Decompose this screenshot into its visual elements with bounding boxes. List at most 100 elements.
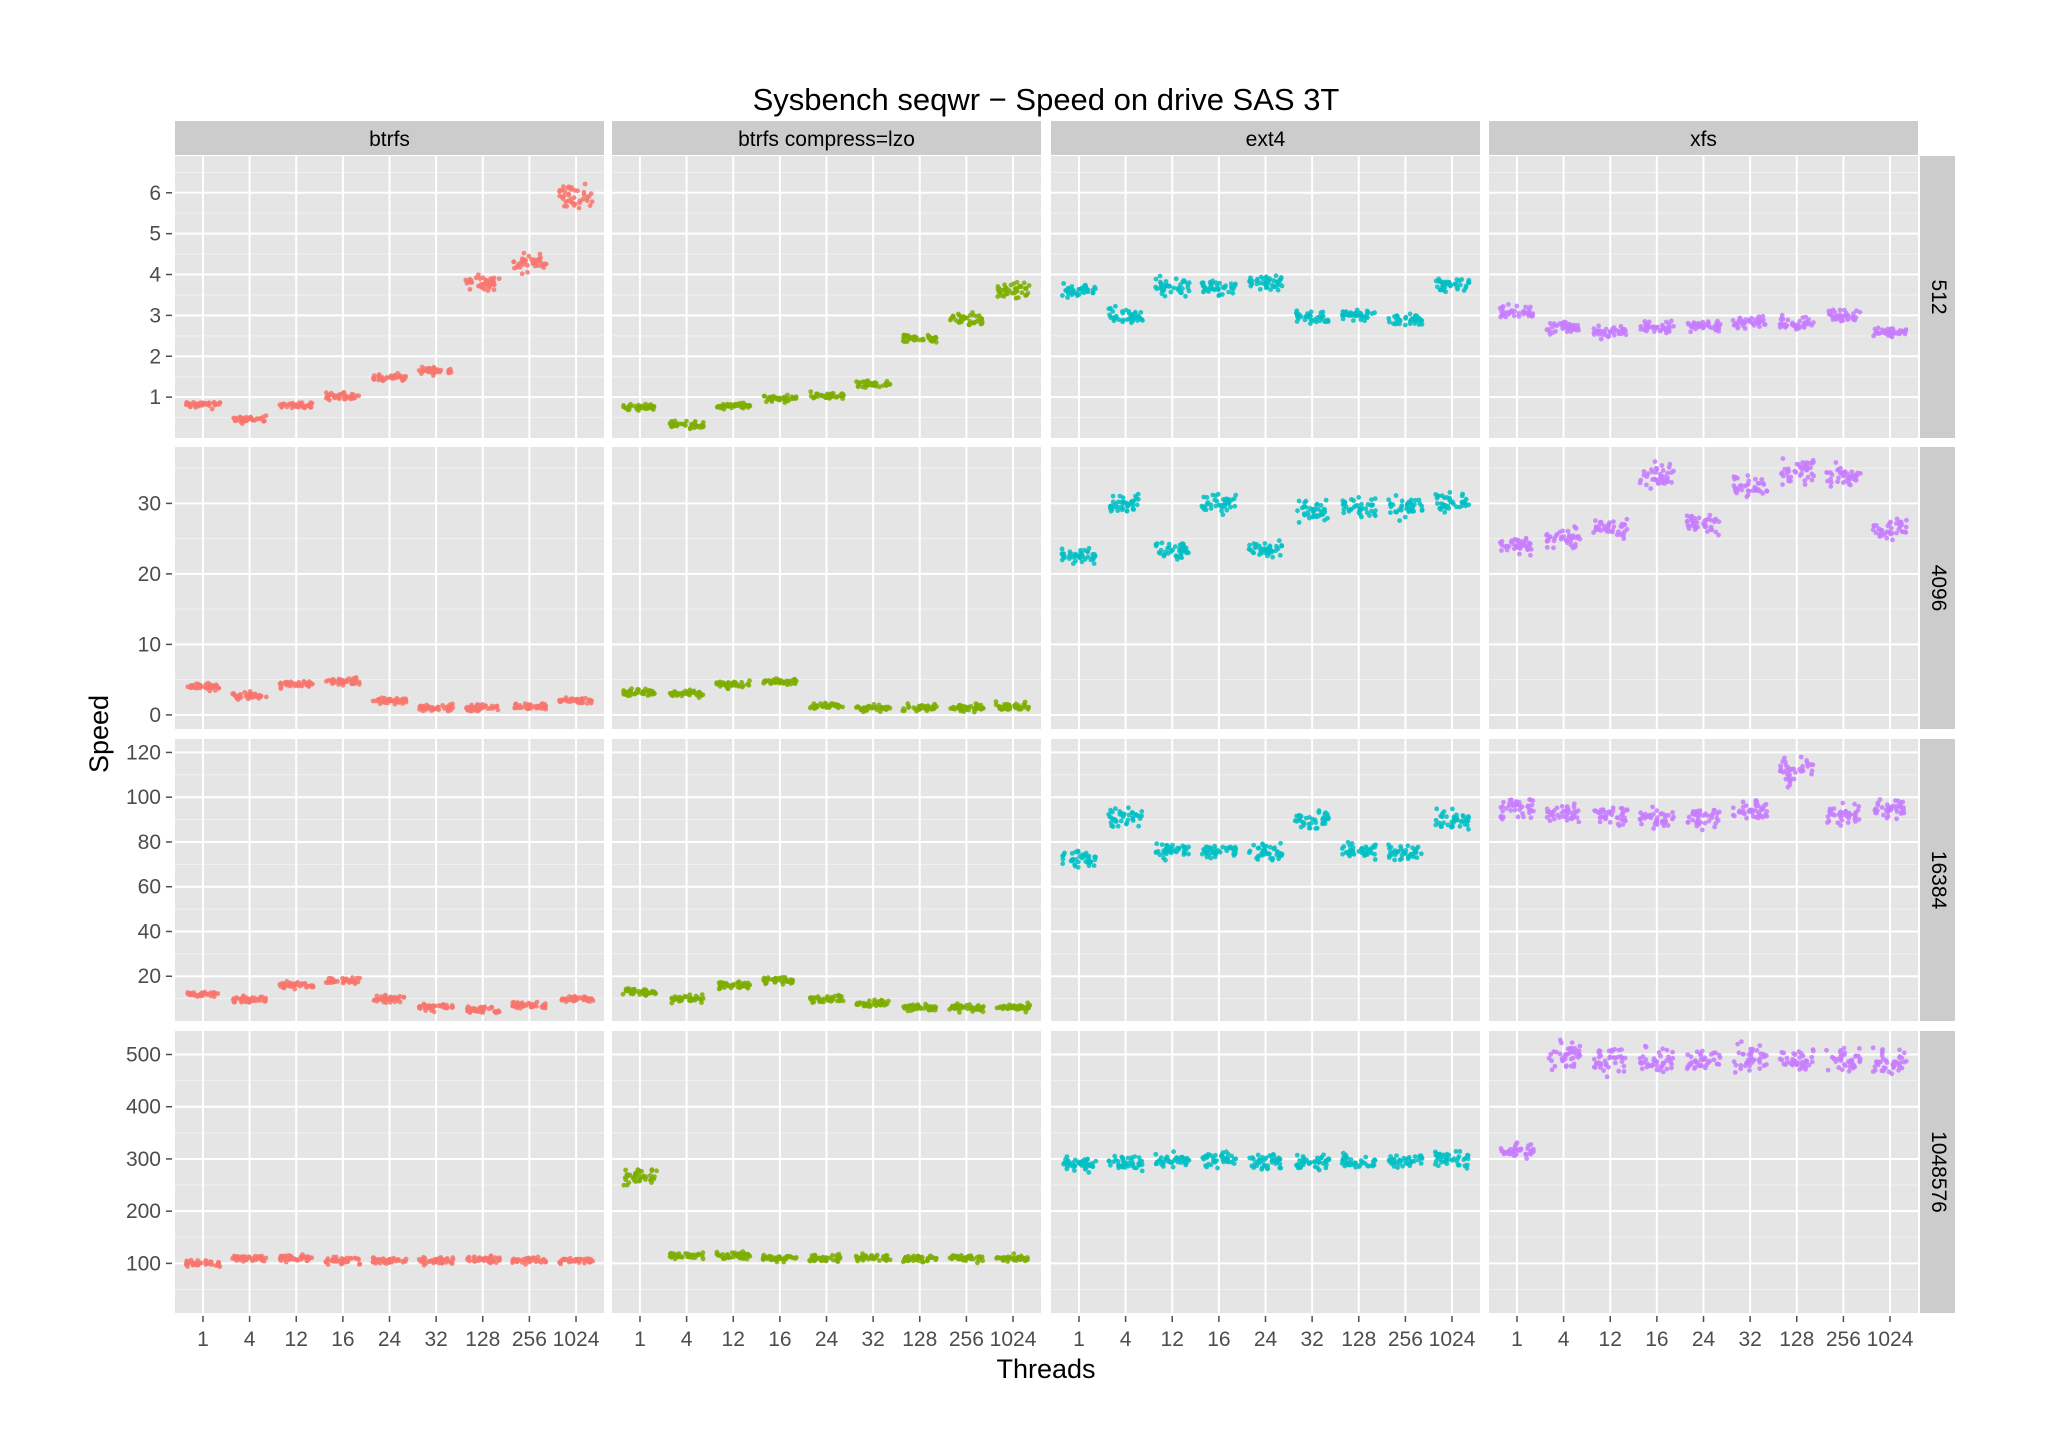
data-point: [1276, 538, 1282, 543]
data-point: [1576, 534, 1581, 539]
data-point: [1296, 498, 1302, 504]
data-point: [1450, 824, 1455, 830]
data-point: [1853, 477, 1859, 483]
y-tick-label: 100: [126, 1252, 161, 1275]
data-point: [1003, 704, 1009, 710]
data-point: [1436, 276, 1442, 282]
data-point: [382, 700, 388, 705]
data-point: [1528, 304, 1533, 310]
data-point: [539, 263, 545, 269]
data-point: [203, 1262, 209, 1267]
data-point: [244, 418, 250, 423]
data-point: [1060, 861, 1066, 867]
data-point: [1551, 321, 1557, 327]
data-point: [700, 424, 706, 430]
data-point: [864, 378, 870, 384]
data-point: [1176, 845, 1182, 851]
data-point: [1445, 822, 1451, 828]
data-point: [1654, 466, 1660, 472]
data-point: [344, 1258, 350, 1264]
data-point: [1661, 823, 1667, 829]
data-point: [1303, 504, 1309, 510]
data-point: [1794, 322, 1799, 328]
data-point: [1733, 475, 1739, 480]
data-point: [783, 398, 789, 404]
data-point: [1877, 533, 1883, 538]
data-point: [682, 993, 688, 999]
data-point: [568, 996, 574, 1002]
data-point: [1894, 816, 1899, 822]
data-point: [1438, 813, 1444, 819]
data-point: [1788, 767, 1794, 772]
data-point: [1516, 311, 1522, 316]
data-point: [1621, 817, 1627, 823]
data-point: [185, 991, 191, 997]
data-point: [1350, 845, 1356, 850]
data-point: [730, 983, 736, 989]
data-point: [1528, 815, 1534, 821]
data-point: [997, 704, 1002, 709]
data-point: [303, 403, 309, 409]
data-point: [1092, 284, 1098, 290]
data-point: [1561, 814, 1566, 820]
data-point: [1450, 806, 1455, 812]
data-point: [1255, 845, 1261, 851]
panel: [612, 447, 1041, 729]
data-point: [1561, 534, 1567, 539]
data-point: [1611, 519, 1616, 525]
data-point: [560, 196, 566, 201]
data-point: [1308, 309, 1314, 315]
data-point: [1809, 477, 1815, 483]
data-point: [1702, 820, 1708, 826]
facet-row-label: 512: [1927, 279, 1950, 314]
data-point: [1498, 813, 1504, 819]
data-point: [1756, 803, 1761, 809]
data-point: [669, 692, 674, 698]
data-point: [687, 687, 693, 693]
data-point: [1320, 309, 1326, 315]
data-point: [1403, 314, 1409, 320]
data-point: [1076, 292, 1082, 297]
data-point: [1233, 281, 1238, 287]
data-point: [1457, 823, 1463, 829]
data-point: [1461, 814, 1466, 819]
data-point: [1395, 849, 1401, 855]
y-tick-label: 400: [126, 1096, 161, 1119]
data-point: [1743, 803, 1749, 808]
data-point: [1607, 329, 1613, 335]
data-point: [1671, 323, 1676, 329]
data-point: [1063, 288, 1069, 293]
data-point: [587, 203, 593, 208]
data-point: [716, 986, 722, 992]
data-point: [1248, 283, 1254, 289]
data-point: [1782, 321, 1788, 327]
data-point: [1607, 819, 1613, 825]
data-point: [446, 370, 452, 375]
data-point: [396, 1258, 402, 1263]
data-point: [1130, 506, 1136, 512]
data-point: [1782, 755, 1787, 761]
data-point: [1111, 816, 1117, 822]
data-point: [1026, 704, 1031, 710]
data-point: [1837, 307, 1843, 313]
data-point: [1386, 842, 1391, 848]
data-point: [1437, 287, 1443, 293]
panel: [1051, 156, 1480, 438]
data-point: [1764, 488, 1770, 494]
data-point: [1026, 283, 1032, 288]
data-point: [511, 259, 517, 265]
data-point: [737, 985, 742, 991]
data-point: [1017, 1006, 1022, 1012]
data-point: [1651, 329, 1657, 334]
y-tick-label: 4: [149, 264, 161, 287]
panel: [1051, 447, 1480, 729]
data-point: [740, 683, 746, 688]
data-point: [735, 403, 741, 409]
data-point: [1320, 821, 1325, 827]
data-point: [1358, 314, 1364, 320]
data-point: [1204, 844, 1210, 850]
data-point: [914, 1005, 920, 1011]
data-point: [197, 685, 203, 691]
data-point: [1016, 295, 1021, 300]
data-point: [1126, 812, 1132, 818]
